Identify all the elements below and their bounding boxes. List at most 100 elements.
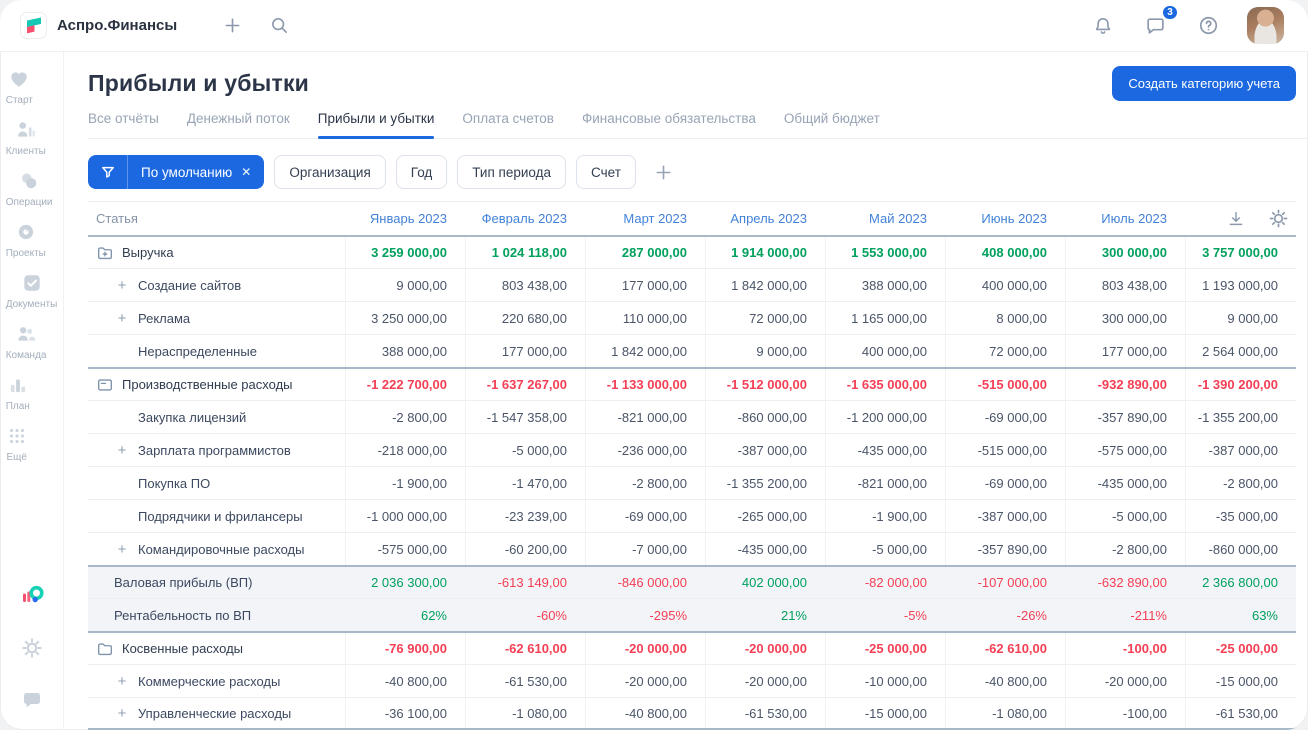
cell-value: -26% xyxy=(945,599,1065,631)
row-name[interactable]: + Реклама xyxy=(88,302,345,334)
cell-value: -1 000 000,00 xyxy=(345,500,465,532)
report-tabs: Все отчёты Денежный поток Прибыли и убытки… xyxy=(88,105,1308,139)
row-name[interactable]: + Зарплата программистов xyxy=(88,434,345,466)
row-name-label: Реклама xyxy=(138,310,191,326)
sidebar-item-chart[interactable]: План xyxy=(6,374,30,412)
cell-value: -435 000,00 xyxy=(1065,467,1185,499)
column-header-month: Май 2023 xyxy=(869,211,927,226)
table-settings-gear-icon[interactable] xyxy=(1265,205,1292,232)
card-minus-icon[interactable] xyxy=(96,376,114,394)
row-name-label: Закупка лицензий xyxy=(138,409,247,425)
expand-plus-icon[interactable]: + xyxy=(117,441,127,459)
messages-chat-icon[interactable] xyxy=(1141,11,1170,40)
row-name[interactable]: Подрядчики и фрилансеры xyxy=(88,500,345,532)
table-row: + Командировочные расходы -575 000,00 -60 2… xyxy=(88,532,1296,565)
sidebar-item-person-chart[interactable]: Клиенты xyxy=(6,119,46,157)
download-icon[interactable] xyxy=(1223,206,1249,232)
clear-filter-icon[interactable]: ✕ xyxy=(241,165,252,179)
row-name-label: Косвенные расходы xyxy=(122,641,244,656)
add-button[interactable] xyxy=(219,12,246,39)
search-icon[interactable] xyxy=(266,12,293,39)
sidebar-item-people[interactable]: Команда xyxy=(6,323,46,361)
cell-value: 72 000,00 xyxy=(945,335,1065,367)
cell-value: -25 000,00 xyxy=(1185,633,1296,664)
cell-value: 1 842 000,00 xyxy=(705,269,825,301)
filter-chip[interactable]: Счет xyxy=(576,155,636,189)
cell-value: -100,00 xyxy=(1065,698,1185,728)
row-name[interactable]: Закупка лицензий xyxy=(88,401,345,433)
coins-icon xyxy=(18,170,40,192)
cell-value: 110 000,00 xyxy=(585,302,705,334)
sidebar-item-label: Старт xyxy=(5,95,33,106)
feedback-chat-icon[interactable] xyxy=(18,686,46,714)
filter-chip[interactable]: Год xyxy=(395,155,448,189)
row-name[interactable]: + Управленческие расходы xyxy=(88,698,345,728)
tab-report[interactable]: Финансовые обязательства xyxy=(582,105,756,138)
row-name-label: Создание сайтов xyxy=(138,277,242,293)
sidebar-item-disc[interactable]: Проекты xyxy=(6,221,46,259)
folder-icon[interactable] xyxy=(96,640,114,658)
default-filter-label: По умолчанию xyxy=(141,164,233,180)
cell-value: -1 355 200,00 xyxy=(1185,401,1296,433)
sidebar-item-coins[interactable]: Операции xyxy=(6,170,53,208)
table-header-row: Статья Январь 2023 Февраль 2023 Март 2023 Ап… xyxy=(88,201,1296,235)
cell-value: 1 165 000,00 xyxy=(825,302,945,334)
cell-value: -61 530,00 xyxy=(705,698,825,728)
tab-report[interactable]: Оплата счетов xyxy=(462,105,554,138)
app-name: Аспро.Финансы xyxy=(57,17,178,34)
expand-plus-icon[interactable]: + xyxy=(117,540,127,558)
sidebar-item-check-doc[interactable]: Документы xyxy=(6,272,57,310)
user-avatar[interactable] xyxy=(1247,7,1284,44)
notifications-bell-icon[interactable] xyxy=(1089,12,1117,40)
settings-gear-icon[interactable] xyxy=(18,634,46,662)
default-filter-button[interactable]: По умолчанию ✕ xyxy=(88,155,265,189)
folder-plus-icon[interactable] xyxy=(96,244,114,262)
create-category-button[interactable]: Создать категорию учета xyxy=(1112,66,1296,101)
sidebar-item-heart[interactable]: Старт xyxy=(6,68,33,106)
table-row: Покупка ПО -1 900,00 -1 470,00 -2 800,00 -1 … xyxy=(88,466,1296,499)
cell-value: 1 024 118,00 xyxy=(465,237,585,268)
cell-value: -860 000,00 xyxy=(1185,533,1296,565)
row-name[interactable]: Производственные расходы xyxy=(88,369,345,400)
filter-chip[interactable]: Тип периода xyxy=(457,155,567,189)
row-name-label: Командировочные расходы xyxy=(138,541,305,557)
cell-value: -7 000,00 xyxy=(585,533,705,565)
tab-active[interactable]: Прибыли и убытки xyxy=(317,105,434,139)
grid-dots-icon xyxy=(6,425,28,447)
cell-value: -515 000,00 xyxy=(945,369,1065,400)
cell-value: -82 000,00 xyxy=(825,567,945,598)
cell-value: -211% xyxy=(1065,599,1185,631)
row-name[interactable]: Покупка ПО xyxy=(88,467,345,499)
cell-value: -218 000,00 xyxy=(345,434,465,466)
tab-report[interactable]: Общий бюджет xyxy=(784,105,880,138)
expand-plus-icon[interactable]: + xyxy=(117,704,127,722)
row-name[interactable]: + Командировочные расходы xyxy=(88,533,345,565)
sidebar-item-grid-dots[interactable]: Ещё xyxy=(6,425,28,463)
cell-value: -20 000,00 xyxy=(705,665,825,697)
cell-value: -932 890,00 xyxy=(1065,369,1185,400)
help-icon[interactable] xyxy=(1194,11,1223,40)
cell-value: -62 610,00 xyxy=(465,633,585,664)
row-name[interactable]: + Создание сайтов xyxy=(88,269,345,301)
sidebar: Старт Клиенты Операции Проекты Документы Кома… xyxy=(0,52,64,730)
cell-value: -40 800,00 xyxy=(945,665,1065,697)
filter-chip[interactable]: Организация xyxy=(274,155,386,189)
cell-value: 3 259 000,00 xyxy=(345,237,465,268)
row-name[interactable]: + Коммерческие расходы xyxy=(88,665,345,697)
expand-plus-icon[interactable]: + xyxy=(117,309,127,327)
row-name: Рентабельность по ВП xyxy=(88,599,345,631)
tab-report[interactable]: Все отчёты xyxy=(88,105,159,138)
row-name[interactable]: Нераспределенные xyxy=(88,335,345,367)
cell-value: 400 000,00 xyxy=(945,269,1065,301)
row-name[interactable]: Косвенные расходы xyxy=(88,633,345,664)
messages-badge: 3 xyxy=(1161,3,1179,21)
table-row: + Коммерческие расходы -40 800,00 -61 530,0… xyxy=(88,664,1296,697)
expand-plus-icon[interactable]: + xyxy=(117,672,127,690)
row-name[interactable]: Выручка xyxy=(88,237,345,268)
column-header-month: Март 2023 xyxy=(623,211,687,226)
tab-report[interactable]: Денежный поток xyxy=(187,105,290,138)
cell-value: -295% xyxy=(585,599,705,631)
add-filter-icon[interactable] xyxy=(650,159,677,186)
chart-icon xyxy=(7,374,29,396)
expand-plus-icon[interactable]: + xyxy=(117,276,127,294)
